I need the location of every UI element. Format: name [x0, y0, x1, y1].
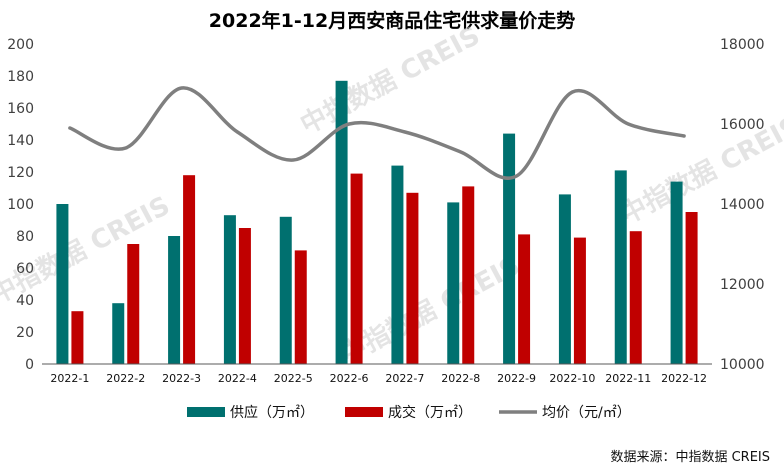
deal-bar: [127, 244, 140, 364]
deal-bar: [238, 228, 251, 364]
price-point: [403, 130, 407, 134]
y-left-tick-label: 60: [16, 261, 34, 277]
x-tick-label: 2022-9: [497, 372, 536, 385]
legend-label-deal: 成交（万㎡）: [388, 404, 472, 421]
y-left-tick-label: 120: [7, 165, 34, 181]
y-right-tick-label: 16000: [720, 117, 765, 133]
x-tick-label: 2022-5: [274, 372, 313, 385]
legend-label-supply: 供应（万㎡）: [230, 404, 314, 421]
price-point: [124, 146, 128, 150]
supply-bar: [223, 215, 236, 364]
supply-bar: [335, 80, 348, 365]
y-left-tick-label: 160: [7, 101, 34, 117]
deal-bar: [183, 175, 196, 364]
price-point: [347, 122, 351, 126]
x-tick-label: 2022-6: [330, 372, 369, 385]
deal-bar: [573, 237, 586, 364]
y-left-tick-label: 40: [16, 293, 34, 309]
deal-bar: [294, 250, 307, 364]
price-point: [459, 150, 463, 154]
x-tick-label: 2022-11: [605, 372, 651, 385]
supply-bar: [56, 204, 69, 364]
legend-swatch-deal: [345, 407, 383, 417]
x-tick-label: 2022-12: [661, 372, 707, 385]
legend-label-price: 均价（元/㎡）: [542, 405, 631, 421]
y-left-tick-label: 180: [7, 69, 34, 85]
y-right-tick-label: 14000: [720, 197, 765, 213]
price-point: [235, 130, 239, 134]
price-point: [180, 86, 184, 90]
supply-bar: [614, 170, 627, 364]
deal-bar: [685, 212, 698, 364]
y-right-tick-label: 18000: [720, 37, 765, 53]
y-left-tick-label: 0: [25, 357, 34, 373]
price-point: [682, 134, 686, 138]
supply-bar: [503, 133, 516, 364]
supply-bar: [391, 165, 404, 364]
y-right-tick-label: 12000: [720, 277, 765, 293]
deal-bar: [629, 231, 642, 364]
price-point: [68, 126, 72, 130]
x-tick-label: 2022-3: [162, 372, 201, 385]
chart-title: 2022年1-12月西安商品住宅供求量价走势: [208, 10, 576, 32]
x-tick-label: 2022-1: [50, 372, 89, 385]
supply-bar: [279, 216, 292, 364]
y-left-tick-label: 20: [16, 325, 34, 341]
deal-bar: [518, 234, 531, 364]
deal-bar: [350, 173, 363, 364]
supply-bar: [670, 181, 683, 364]
y-left-tick-label: 140: [7, 133, 34, 149]
deal-bar: [406, 192, 419, 364]
supply-bar: [447, 202, 460, 364]
x-tick-label: 2022-2: [106, 372, 145, 385]
price-point: [515, 174, 519, 178]
y-left-tick-label: 80: [16, 229, 34, 245]
price-point: [626, 122, 630, 126]
price-line: [68, 86, 686, 180]
deal-bar: [71, 311, 84, 364]
legend-swatch-supply: [187, 407, 225, 417]
supply-bar: [168, 236, 181, 364]
y-left-tick-label: 100: [7, 197, 34, 213]
supply-bar: [112, 303, 125, 364]
price-point: [291, 158, 295, 162]
supply-bar: [558, 194, 571, 364]
x-tick-label: 2022-8: [441, 372, 480, 385]
x-tick-label: 2022-7: [385, 372, 424, 385]
y-left-tick-label: 200: [7, 37, 34, 53]
x-tick-label: 2022-4: [218, 372, 257, 385]
source-note: 数据来源：中指数据 CREIS: [610, 450, 770, 465]
price-point: [570, 90, 574, 94]
x-tick-label: 2022-10: [549, 372, 595, 385]
deal-bar: [462, 186, 475, 364]
y-right-tick-label: 10000: [720, 357, 765, 373]
